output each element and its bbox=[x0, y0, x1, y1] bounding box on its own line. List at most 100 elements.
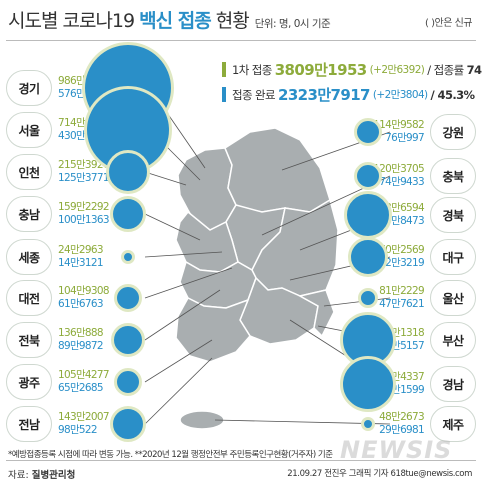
legend-full-new: (+2만3804) bbox=[372, 89, 428, 101]
region-bubble-right-2 bbox=[344, 191, 392, 239]
paren-note: ( )안은 신규 bbox=[425, 18, 472, 29]
region-bubble-right-4 bbox=[358, 288, 378, 308]
source: 자료: 질병관리청 bbox=[8, 467, 75, 481]
region-left-2: 인천 215만3927 125만3771 bbox=[6, 154, 110, 190]
region-name: 경남 bbox=[430, 366, 476, 402]
region-right-0: 114만9582 76만997 강원 bbox=[373, 114, 476, 150]
region-bubble-left-5 bbox=[114, 284, 142, 312]
region-name: 경북 bbox=[430, 197, 476, 233]
region-bubble-left-2 bbox=[106, 150, 150, 194]
region-first-dose: 120만3705 bbox=[373, 163, 425, 175]
region-right-1: 120만3705 74만9433 충북 bbox=[373, 158, 476, 194]
region-bubble-left-8 bbox=[110, 406, 146, 442]
region-values: 159만2292 100만1363 bbox=[58, 201, 110, 227]
region-values: 114만9582 76만997 bbox=[373, 119, 425, 145]
page-title: 시도별 코로나19 백신 접종 현황 단위: 명, 0시 기준 bbox=[8, 6, 331, 33]
region-name: 충북 bbox=[430, 158, 476, 194]
region-values: 48만2673 29만6981 bbox=[379, 411, 425, 437]
region-first-dose: 48만2673 bbox=[379, 411, 425, 423]
region-name: 전남 bbox=[6, 406, 52, 442]
region-first-dose: 215만3927 bbox=[58, 159, 110, 171]
region-name: 제주 bbox=[430, 406, 476, 442]
watermark: NEWSIS bbox=[340, 436, 453, 464]
region-first-dose: 159만2292 bbox=[58, 201, 110, 213]
region-full-dose: 14만3121 bbox=[58, 257, 104, 269]
region-name: 세종 bbox=[6, 239, 52, 275]
region-first-dose: 114만9582 bbox=[373, 119, 425, 131]
region-values: 24만2963 14만3121 bbox=[58, 244, 104, 270]
region-bubble-left-7 bbox=[114, 368, 142, 396]
region-full-dose: 98만522 bbox=[58, 424, 98, 436]
region-bubble-right-0 bbox=[354, 118, 382, 146]
legend-first-swatch bbox=[222, 62, 226, 77]
legend-first-dose: 1차 접종 3809만1953 (+2만6392) / 접종률 74.2% bbox=[222, 59, 482, 80]
region-bubble-right-7 bbox=[361, 417, 375, 431]
legend-full-label: 접종 완료 bbox=[232, 87, 276, 102]
region-name: 울산 bbox=[430, 280, 476, 316]
legend-full-dose: 접종 완료 2323만7917 (+2만3804) / 45.3% bbox=[222, 84, 476, 105]
region-name: 광주 bbox=[6, 364, 52, 400]
region-left-4: 세종 24만2963 14만3121 bbox=[6, 239, 104, 275]
map-jeonnam bbox=[175, 297, 251, 363]
region-full-dose: 89만9872 bbox=[58, 340, 104, 352]
title-suffix: 현황 bbox=[210, 10, 250, 32]
top-divider bbox=[6, 40, 476, 41]
unit-note: 단위: 명, 0시 기준 bbox=[254, 18, 331, 30]
region-values: 81만2229 47만7621 bbox=[379, 285, 425, 311]
region-left-5: 대전 104만9308 61만6763 bbox=[6, 280, 110, 316]
region-name: 경기 bbox=[6, 70, 52, 106]
legend-first-total: 3809만1953 bbox=[274, 61, 368, 79]
region-name: 서울 bbox=[6, 112, 52, 148]
region-first-dose: 81만2229 bbox=[379, 285, 425, 297]
region-bubble-left-4 bbox=[121, 250, 135, 264]
region-first-dose: 24만2963 bbox=[58, 244, 104, 256]
region-first-dose: 143만2007 bbox=[58, 411, 110, 423]
bottom-divider bbox=[6, 460, 476, 461]
credit: 21.09.27 전진우 그래픽 기자 618tue@newsis.com bbox=[287, 469, 472, 479]
legend-first-rate: 74.2% bbox=[466, 62, 482, 77]
region-values: 104만9308 61만6763 bbox=[58, 285, 110, 311]
region-bubble-left-6 bbox=[111, 323, 145, 357]
region-bubble-right-1 bbox=[354, 162, 382, 190]
legend-full-rate: / 45.3% bbox=[430, 87, 476, 102]
region-full-dose: 61만6763 bbox=[58, 298, 104, 310]
region-values: 120만3705 74만9433 bbox=[373, 163, 425, 189]
region-full-dose: 76만997 bbox=[385, 132, 425, 144]
source-label: 자료: bbox=[8, 470, 32, 481]
region-name: 부산 bbox=[430, 322, 476, 358]
region-name: 전북 bbox=[6, 322, 52, 358]
map-busan-ulsan bbox=[297, 289, 335, 338]
title-text: 시도별 코로나19 bbox=[8, 10, 140, 32]
title-highlight: 백신 접종 bbox=[139, 10, 212, 32]
region-left-3: 충남 159만2292 100만1363 bbox=[6, 196, 110, 232]
region-name: 강원 bbox=[430, 114, 476, 150]
region-full-dose: 29만6981 bbox=[379, 424, 425, 436]
region-name: 충남 bbox=[6, 196, 52, 232]
footnote: *예방접종등록 시점에 따라 변동 가능. **2020년 12월 행정안전부 … bbox=[8, 450, 333, 460]
legend-first-new: (+2만6392) bbox=[369, 64, 425, 76]
region-values: 136만888 89만9872 bbox=[58, 327, 104, 353]
region-right-4: 81만2229 47만7621 울산 bbox=[379, 280, 476, 316]
region-full-dose: 74만9433 bbox=[379, 176, 425, 188]
legend-first-label: 1차 접종 bbox=[232, 62, 272, 77]
region-left-8: 전남 143만2007 98만522 bbox=[6, 406, 110, 442]
region-name: 대구 bbox=[430, 239, 476, 275]
region-left-7: 광주 105만4277 65만2685 bbox=[6, 364, 110, 400]
region-right-3: 170만2569 102만3219 대구 bbox=[373, 239, 476, 275]
region-left-6: 전북 136만888 89만9872 bbox=[6, 322, 104, 358]
region-values: 143만2007 98만522 bbox=[58, 411, 110, 437]
region-name: 대전 bbox=[6, 280, 52, 316]
region-values: 105만4277 65만2685 bbox=[58, 369, 110, 395]
region-first-dose: 136만888 bbox=[58, 327, 104, 339]
legend-full-swatch bbox=[222, 87, 226, 102]
region-values: 215만3927 125만3771 bbox=[58, 159, 110, 185]
region-bubble-right-3 bbox=[348, 237, 388, 277]
legend-rate-label: / 접종률 bbox=[427, 62, 464, 77]
source-name: 질병관리청 bbox=[31, 470, 76, 481]
region-full-dose: 100만1363 bbox=[58, 214, 110, 226]
region-full-dose: 65만2685 bbox=[58, 382, 104, 394]
region-first-dose: 104만9308 bbox=[58, 285, 110, 297]
region-first-dose: 105만4277 bbox=[58, 369, 110, 381]
region-right-7: 48만2673 29만6981 제주 bbox=[379, 406, 476, 442]
